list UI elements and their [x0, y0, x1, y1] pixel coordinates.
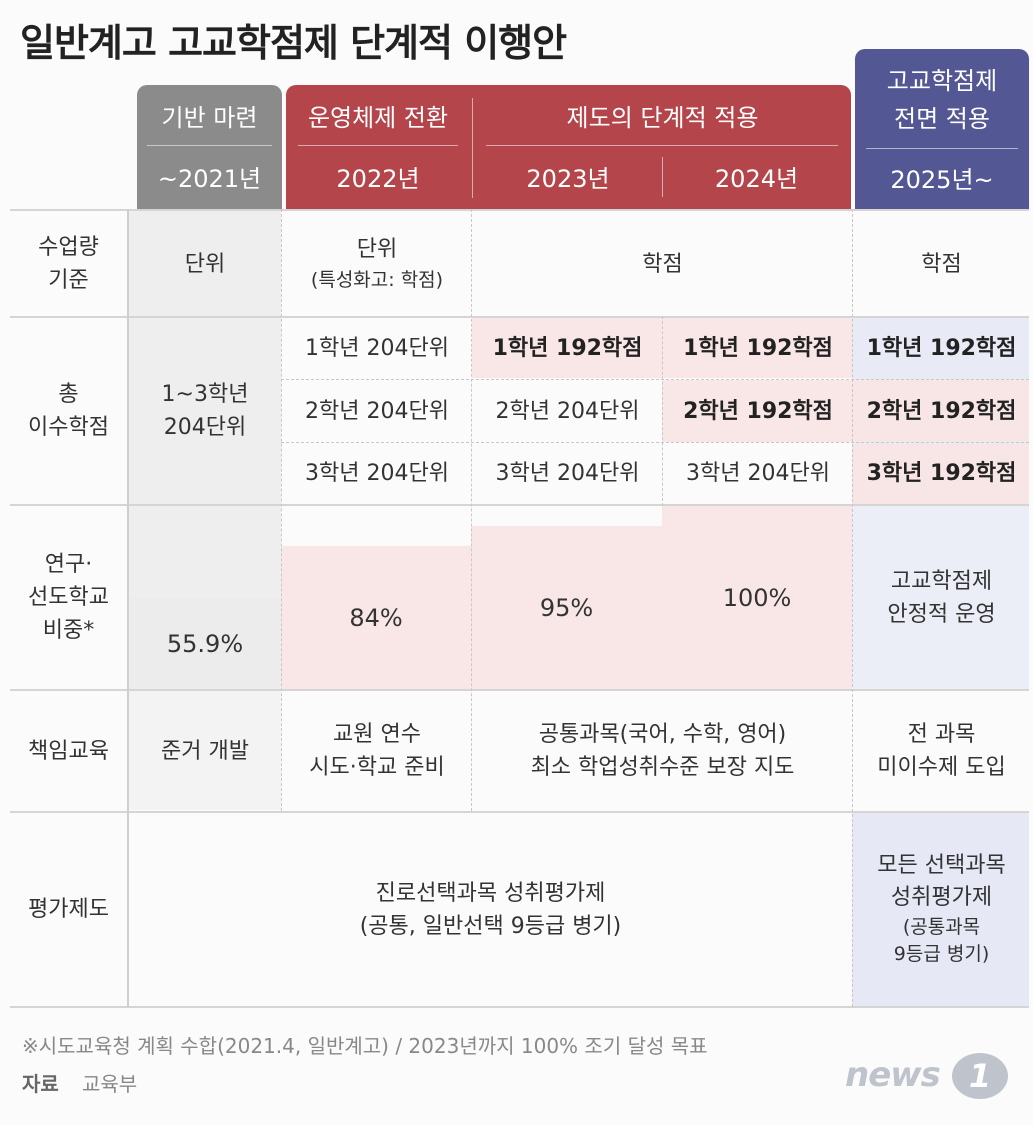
evaluation-2021-2024: 진로선택과목 성취평가제 (공통, 일반선택 9등급 병기) [129, 813, 852, 1006]
row-label-responsibility: 책임교육 [28, 738, 109, 764]
cell-line: 단위 [356, 237, 398, 263]
news1-logo-badge: 1 [952, 1053, 1008, 1099]
cell-line: 진로선택과목 성취평가제 [375, 880, 606, 906]
header-phase2-year: 2022년 [336, 164, 420, 193]
row-label-total-credits: 총 이수학점 [10, 318, 127, 504]
class-unit-2022: 단위 (특성화고: 학점) [283, 212, 471, 316]
header-phase1-year: ~2021년 [157, 164, 262, 193]
total-credits-2023-g2: 2학년 204단위 [495, 398, 640, 424]
page-title: 일반계고 고교학점제 단계적 이행안 [20, 21, 567, 65]
total-credits-2025-g3: 3학년 192학점 [866, 461, 1017, 486]
row-label-evaluation: 평가제도 [28, 897, 109, 922]
research-2024-value: 100% [722, 583, 792, 612]
total-credits-2022-g3: 3학년 204단위 [305, 461, 449, 486]
source-label: 자료 [22, 1072, 59, 1096]
header-phase3-label: 제도의 단계적 적용 [566, 103, 759, 132]
cell-line: 고교학점제 [890, 568, 993, 594]
header-phase-4 [855, 49, 1029, 209]
cell-line: 안정적 운영 [887, 601, 996, 627]
total-credits-2024-g2: 2학년 192학점 [683, 398, 833, 424]
responsibility-2022: 교원 연수 시도·학교 준비 [283, 691, 471, 811]
cell-line: 교원 연수 [333, 722, 421, 747]
row-label-line: 비중* [42, 618, 95, 643]
row-label-line: 수업량 [38, 235, 99, 260]
total-credits-2023-g1: 1학년 192학점 [492, 336, 643, 361]
cell-line: 시도·학교 준비 [309, 755, 445, 780]
header-phase4-line2: 전면 적용 [894, 104, 990, 133]
total-credits-2025-g2: 2학년 192학점 [866, 398, 1017, 424]
research-2023-value: 95% [539, 593, 594, 622]
responsibility-2023-2024: 공통과목(국어, 수학, 영어) 최소 학업성취수준 보장 지도 [473, 691, 852, 811]
cell-line: 1~3학년 [161, 382, 249, 407]
cell-line: 9등급 병기) [893, 943, 990, 966]
row-label-line: 선도학교 [28, 585, 109, 610]
row-label-class-unit: 수업량 기준 [10, 212, 127, 316]
cell-line: 공통과목(국어, 수학, 영어) [538, 722, 787, 747]
total-credits-2021: 1~3학년 204단위 [129, 318, 281, 504]
total-credits-2025-g1: 1학년 192학점 [866, 336, 1017, 361]
row-label-research-schools: 연구· 선도학교 비중* [10, 506, 127, 689]
class-unit-2021: 단위 [184, 251, 226, 277]
header-phase-2-3 [286, 85, 851, 209]
cell-line: (공통과목 [902, 915, 981, 938]
responsibility-2025: 전 과목 미이수제 도입 [854, 691, 1029, 811]
cell-line: 모든 선택과목 [877, 853, 1006, 879]
header-phase3-year-2024: 2024년 [714, 164, 799, 193]
header-phase-1 [137, 85, 282, 209]
cell-line: 전 과목 [907, 722, 976, 747]
evaluation-2025: 모든 선택과목 성취평가제 (공통과목 9등급 병기) [854, 813, 1029, 1006]
total-credits-2024-g1: 1학년 192학점 [683, 336, 833, 361]
header-phase1-label: 기반 마련 [161, 103, 258, 132]
row-label-line: 기준 [48, 268, 89, 293]
research-2025-value: 고교학점제 안정적 운영 [854, 506, 1029, 689]
class-unit-2025: 학점 [921, 251, 962, 277]
header-phase3-year-2023: 2023년 [526, 164, 610, 193]
news1-logo: news [845, 1055, 941, 1095]
responsibility-2021: 준거 개발 [161, 738, 249, 764]
header-phase2-label: 운영체제 전환 [307, 103, 449, 132]
total-credits-2022-g1: 1학년 204단위 [305, 336, 449, 361]
total-credits-2023-g3: 3학년 204단위 [495, 461, 640, 486]
cell-line: 성취평가제 [890, 884, 993, 910]
cell-line: 최소 학업성취수준 보장 지도 [530, 755, 795, 780]
cell-line: 204단위 [163, 415, 247, 440]
research-2021-value: 55.9% [166, 629, 244, 658]
footnote: ※시도교육청 계획 수합(2021.4, 일반계고) / 2023년까지 100… [22, 1034, 708, 1058]
research-2022-value: 84% [349, 603, 403, 632]
cell-line: 미이수제 도입 [877, 755, 1006, 780]
cell-line: (특성화고: 학점) [310, 269, 444, 292]
row-label-line: 이수학점 [28, 415, 109, 440]
total-credits-2022-g2: 2학년 204단위 [305, 398, 449, 424]
cell-line: (공통, 일반선택 9등급 병기) [359, 913, 622, 939]
header-phase4-year: 2025년~ [890, 165, 994, 194]
source-value: 교육부 [82, 1072, 138, 1096]
row-label-line: 연구· [44, 552, 93, 577]
header-phase4-line1: 고교학점제 [886, 66, 998, 95]
row-label-line: 총 [58, 382, 79, 407]
total-credits-2024-g3: 3학년 204단위 [686, 461, 830, 486]
class-unit-2023-2024: 학점 [642, 251, 683, 277]
